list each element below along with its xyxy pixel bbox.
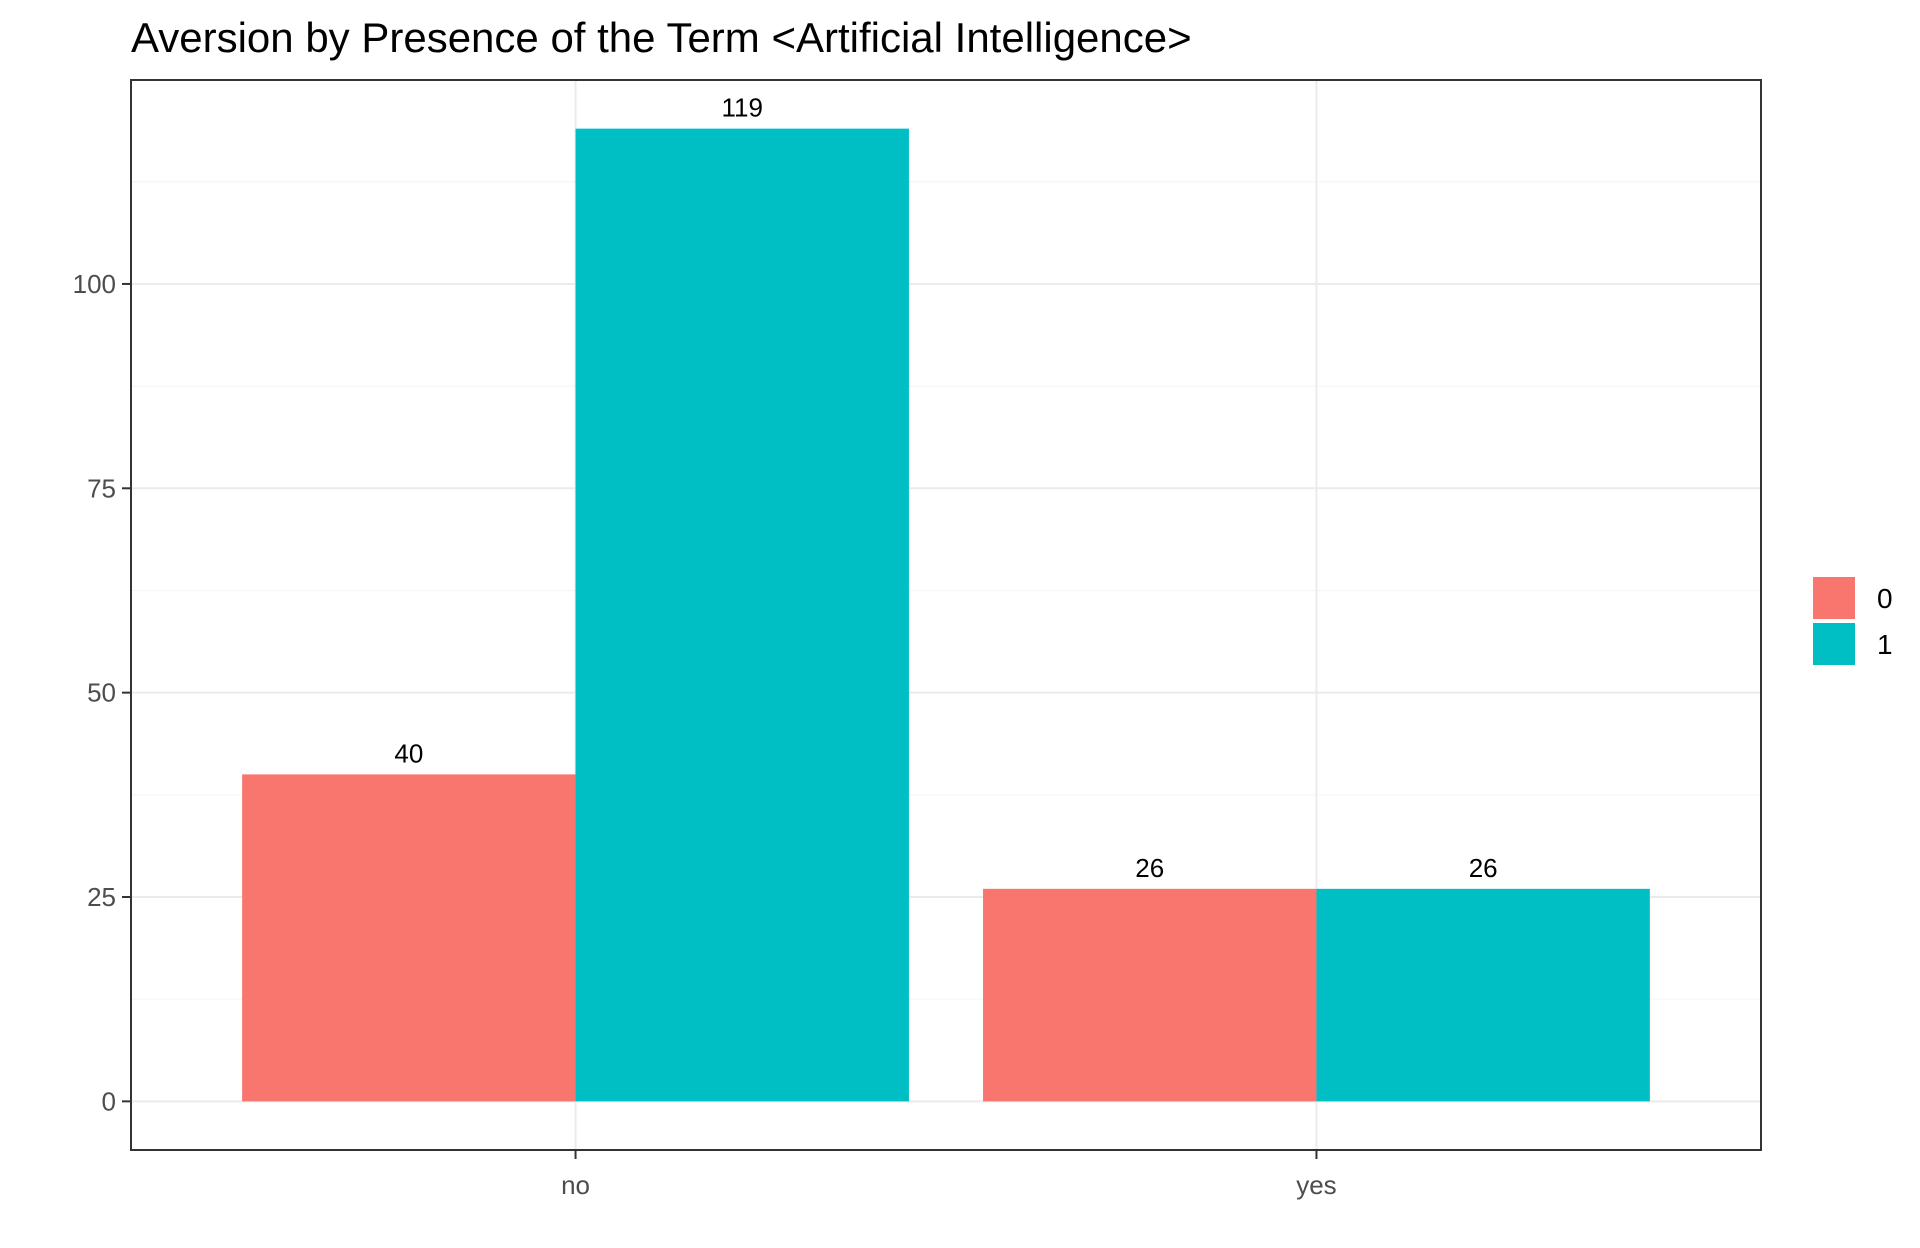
bars-layer <box>242 128 1650 1102</box>
y-tick-label-4: 100 <box>73 269 116 299</box>
bar-yes-series-1 <box>1316 888 1650 1102</box>
bar-labels-layer: 40 26 119 26 <box>394 93 1497 883</box>
x-axis: no yes <box>561 1150 1337 1200</box>
y-tick-label-2: 50 <box>87 678 116 708</box>
bar-no-series-1 <box>575 128 909 1102</box>
x-tick-label-yes: yes <box>1296 1170 1336 1200</box>
legend-label-1: 1 <box>1877 629 1893 660</box>
bar-no-series-0 <box>242 774 576 1102</box>
chart-title: Aversion by Presence of the Term <Artifi… <box>131 14 1192 61</box>
legend-key-0 <box>1813 577 1855 619</box>
y-tick-label-1: 25 <box>87 882 116 912</box>
x-tick-label-no: no <box>561 1170 590 1200</box>
panel-border <box>130 79 1762 1151</box>
bar-label-no-series-1: 119 <box>722 93 763 123</box>
y-axis: 0 25 50 75 100 <box>73 269 131 1116</box>
y-tick-label-3: 75 <box>87 473 116 503</box>
legend-label-0: 0 <box>1877 583 1893 614</box>
bar-label-no-series-0: 40 <box>394 738 423 768</box>
legend: 01 <box>1813 577 1893 665</box>
y-tick-label-0: 0 <box>102 1086 116 1116</box>
legend-key-1 <box>1813 623 1855 665</box>
bar-yes-series-0 <box>983 888 1317 1102</box>
bar-label-yes-series-0: 26 <box>1135 853 1164 883</box>
bar-label-yes-series-1: 26 <box>1469 853 1498 883</box>
